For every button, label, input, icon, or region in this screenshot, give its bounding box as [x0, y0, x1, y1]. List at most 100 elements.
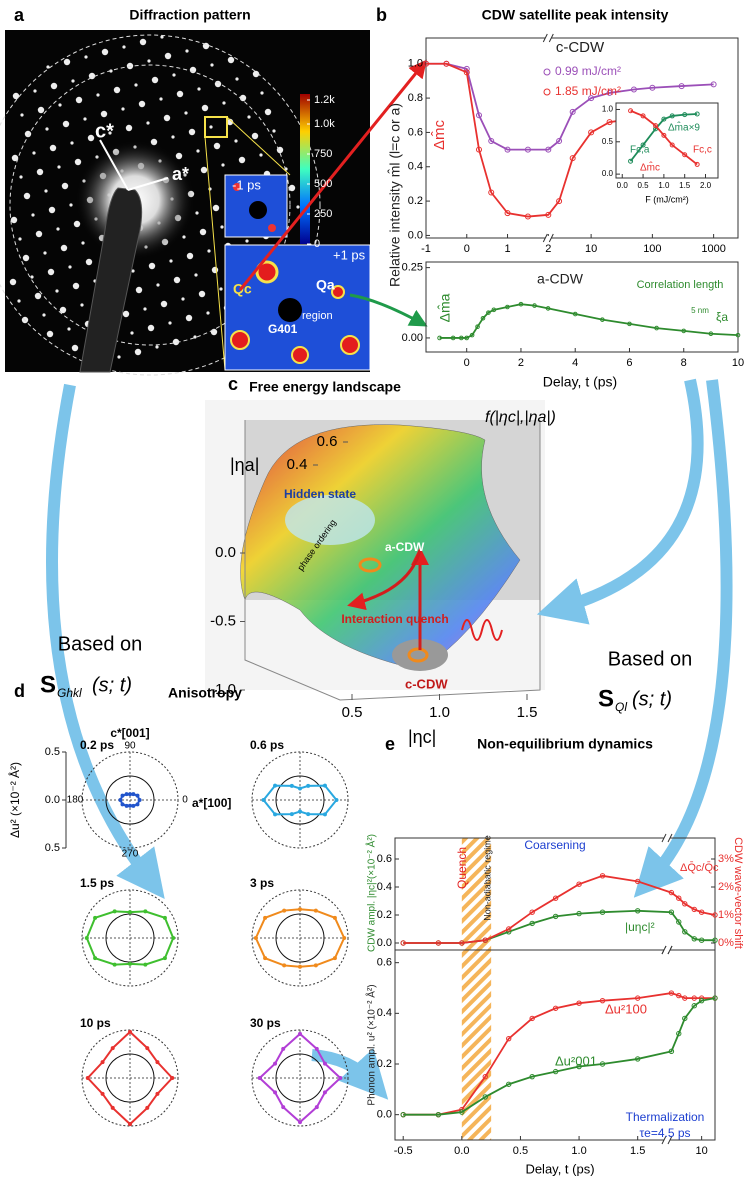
y-tick-label: 0.2 [377, 1058, 392, 1070]
data-point [712, 912, 718, 918]
bragg-peak [46, 65, 50, 69]
bragg-peak [49, 144, 57, 152]
bragg-peak [22, 254, 30, 262]
bragg-peak [173, 276, 181, 284]
data-point [676, 992, 682, 999]
data-point [298, 964, 302, 969]
data-point [128, 803, 132, 808]
bragg-peak [60, 244, 68, 252]
data-point [338, 1076, 343, 1080]
data-point [491, 307, 497, 313]
chart-title: CDW satellite peak intensity [482, 7, 669, 23]
data-point [552, 1068, 559, 1075]
bragg-peak [259, 153, 263, 157]
data-point [698, 909, 705, 915]
x-tick-label: 1 [504, 243, 510, 255]
series-label: 0.6 ps [250, 738, 284, 752]
annotation: c-CDW [405, 676, 448, 691]
annotation: Hidden state [284, 487, 356, 501]
bragg-peak [211, 266, 219, 274]
y-tick-label: 0.00 [402, 332, 423, 344]
series-line [426, 62, 714, 151]
bragg-peak [214, 80, 222, 88]
data-point [322, 783, 327, 788]
bragg-peak [113, 86, 121, 94]
bragg-peak [12, 92, 20, 100]
data-point [682, 1015, 688, 1022]
y-axis-label: CDW ampl. |ηc|²(×10⁻² Å²) [365, 834, 378, 952]
x-tick-label: 2 [518, 357, 524, 369]
bragg-peak [195, 211, 199, 215]
caption-subscript: Ghkl [57, 686, 82, 700]
data-point [155, 1091, 160, 1096]
data-point [710, 81, 717, 88]
bragg-peak [57, 165, 61, 169]
data-point [128, 1122, 132, 1127]
data-point [634, 908, 641, 914]
panel-label: c [228, 374, 238, 394]
panel-a: a Diffraction pattern c* a* -1 ps +1 ps … [0, 5, 371, 376]
flow-arrow [633, 379, 733, 898]
bragg-peak [125, 124, 133, 132]
bragg-peak [252, 70, 260, 78]
y-tick-label: 0.0 [602, 169, 614, 178]
bragg-peak [164, 52, 172, 60]
data-point [524, 213, 531, 220]
axis-break [664, 948, 670, 952]
bragg-peak [30, 275, 34, 279]
data-point [145, 1105, 150, 1110]
colorbar-tick-label: 500 [314, 178, 332, 190]
legend-marker [543, 68, 551, 76]
axis-break [548, 33, 554, 43]
panel-title: Diffraction pattern [129, 7, 250, 23]
data-point [469, 332, 475, 338]
data-point [694, 111, 700, 117]
annotation: a* [172, 164, 189, 184]
data-point [529, 920, 535, 927]
data-point [504, 210, 511, 217]
panel-label: d [14, 681, 25, 701]
data-point [263, 915, 268, 920]
data-point [475, 112, 482, 119]
bragg-peak [46, 330, 54, 338]
data-point [118, 798, 123, 802]
bragg-peak [50, 82, 58, 90]
data-point [84, 936, 89, 940]
bragg-peak [245, 239, 249, 243]
data-point [735, 332, 741, 338]
x-tick-label: 2.0 [700, 181, 712, 190]
annotation: c* [95, 120, 114, 142]
bragg-peak [117, 355, 121, 359]
data-point [634, 995, 641, 1001]
axis-break [661, 1135, 667, 1145]
bragg-peak [34, 292, 42, 300]
data-point [628, 158, 634, 164]
tick-label: -1.0 [210, 681, 236, 698]
bragg-peak [188, 128, 196, 136]
data-point [640, 142, 646, 148]
bragg-peak [23, 192, 31, 200]
bragg-peak [139, 38, 147, 46]
bragg-peak [206, 311, 210, 315]
bragg-peak [198, 290, 206, 298]
data-point [342, 936, 347, 940]
data-point [668, 990, 675, 996]
annotation: a-CDW [385, 540, 425, 554]
series-line [403, 874, 716, 944]
energy-surface [240, 424, 521, 671]
data-point [482, 1094, 488, 1100]
data-point [681, 328, 687, 334]
bragg-peak [185, 49, 189, 53]
hidden-state [285, 495, 375, 545]
connector-arrow [349, 293, 428, 327]
state-marker [358, 557, 382, 573]
bragg-peak [44, 189, 48, 193]
data-point [110, 1046, 115, 1051]
reference-circle [105, 1053, 155, 1103]
plot-frame [394, 949, 716, 1141]
bragg-peak [226, 118, 234, 126]
x-tick-label: 1.0 [658, 181, 670, 190]
bragg-peak [160, 35, 164, 39]
data-point [282, 908, 287, 913]
bragg-peak [222, 101, 226, 105]
